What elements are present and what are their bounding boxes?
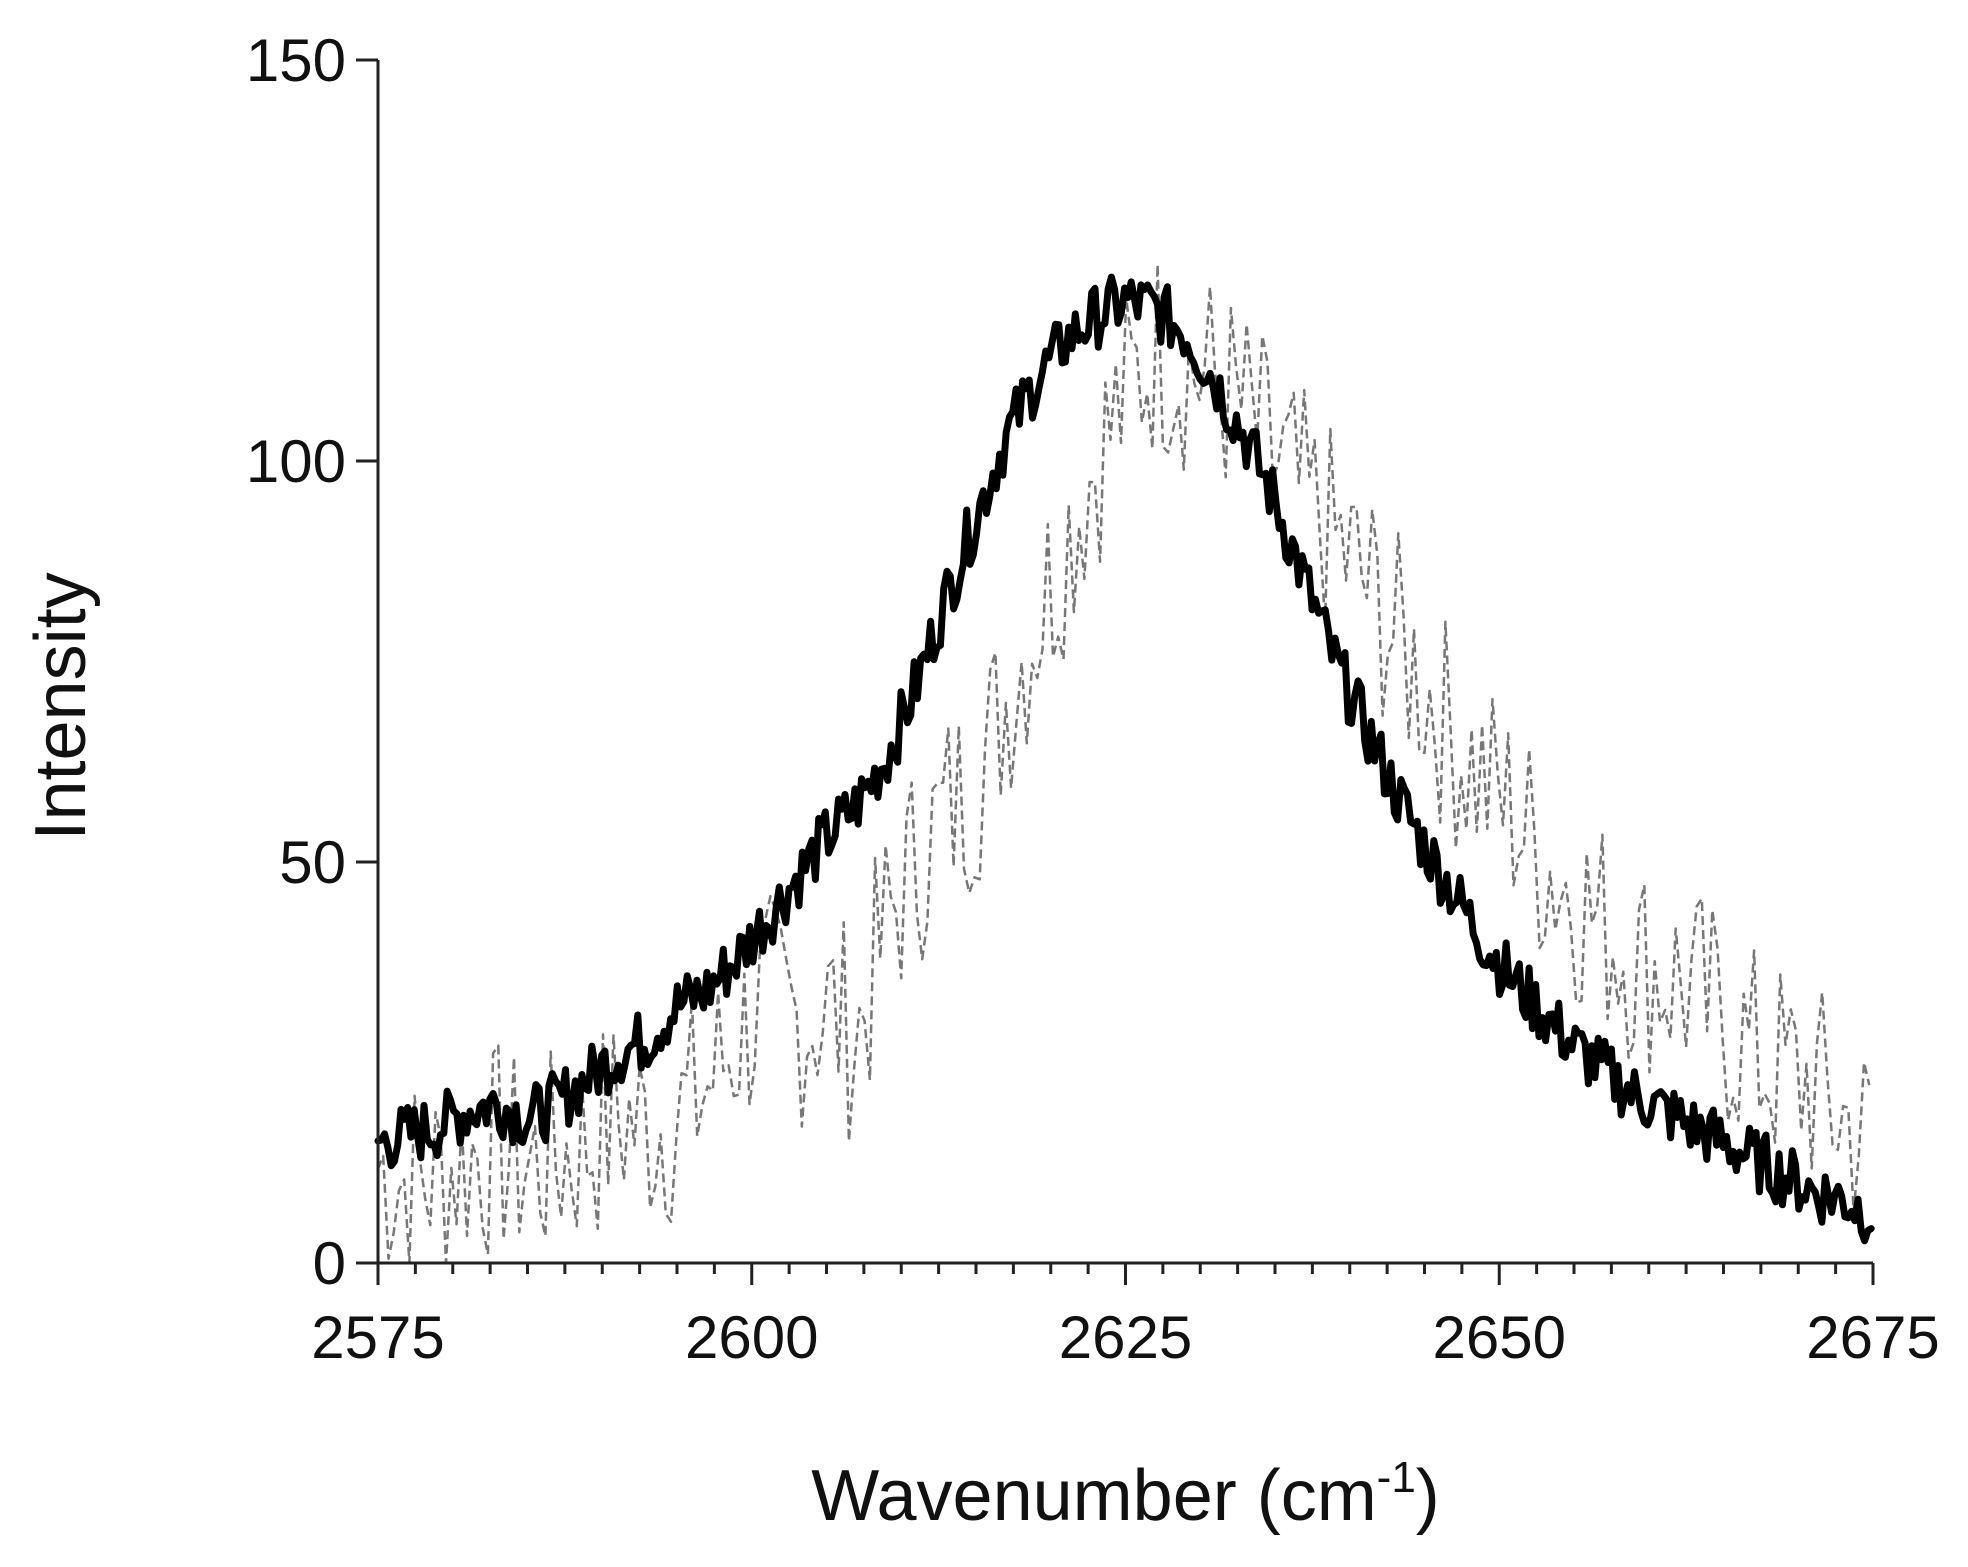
- x-ticks: 2575 2600 2625 2650 2675: [311, 1263, 1940, 1371]
- y-axis-title: Intensity: [21, 572, 101, 840]
- series-layer: [374, 263, 1875, 1265]
- x-axis-title: Wavenumber (cm-1): [811, 1453, 1440, 1536]
- x-tick-label: 2675: [1806, 1304, 1939, 1371]
- x-axis-title-suffix: ): [1416, 1456, 1440, 1536]
- x-tick-label: 2600: [685, 1304, 818, 1371]
- series-line-solid: [374, 273, 1875, 1245]
- x-tick-label: 2650: [1433, 1304, 1566, 1371]
- y-tick-label: 50: [279, 829, 346, 896]
- y-tick-label: 150: [246, 27, 346, 94]
- y-ticks: 0 50 100 150: [246, 27, 378, 1297]
- x-axis-title-main: Wavenumber (cm: [811, 1456, 1376, 1536]
- x-axis-title-superscript: -1: [1377, 1453, 1416, 1502]
- axes: 2575 2600 2625 2650 2675 0 50 100 150: [246, 27, 1940, 1371]
- x-tick-label: 2625: [1059, 1304, 1192, 1371]
- y-tick-label: 100: [246, 428, 346, 495]
- y-tick-label: 0: [313, 1230, 346, 1297]
- series-line-dashed: [376, 263, 1871, 1265]
- x-tick-label: 2575: [311, 1304, 444, 1371]
